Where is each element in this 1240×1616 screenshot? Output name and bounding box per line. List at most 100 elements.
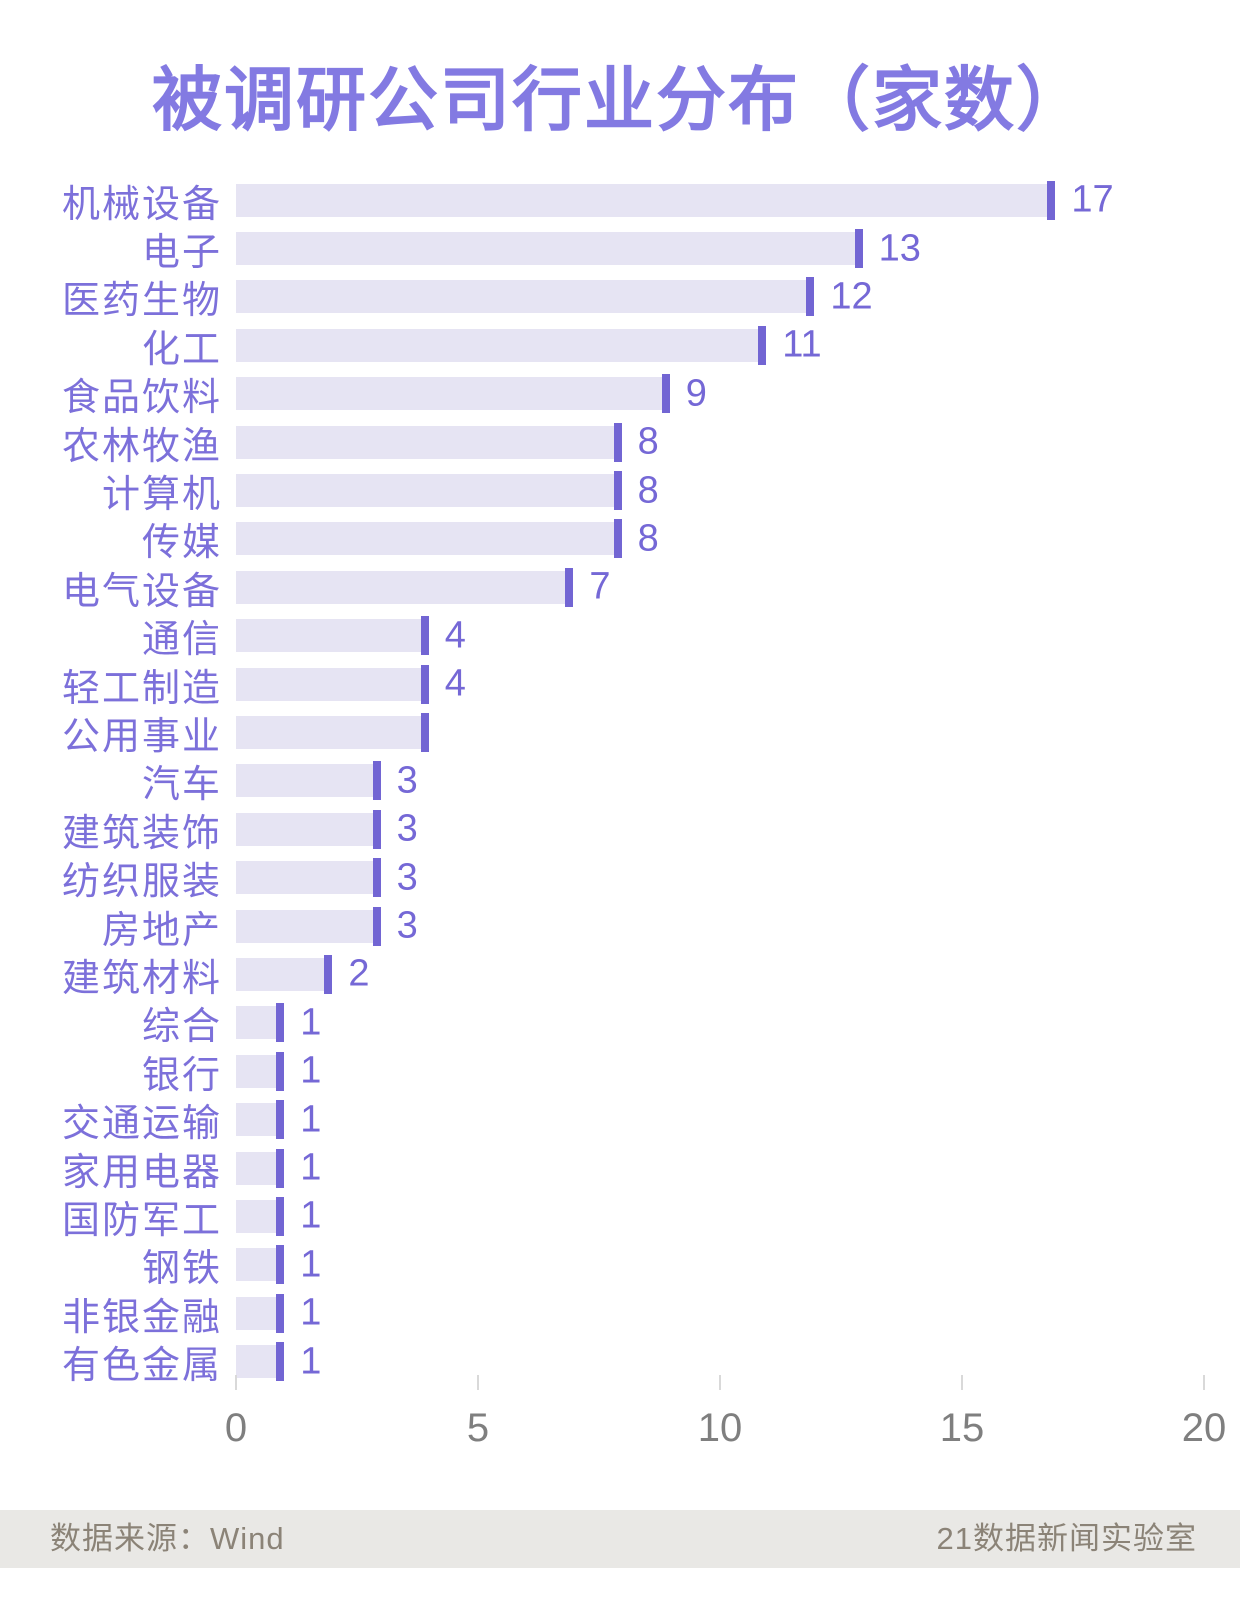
x-axis-tick-label: 10: [697, 1406, 743, 1450]
bar-track: 4: [236, 663, 1240, 705]
bar-track: 1: [236, 1147, 1240, 1189]
bar-end-marker: [276, 1293, 285, 1333]
chart-row: 家用电器 1: [0, 1144, 1240, 1194]
category-label: 化工: [141, 328, 222, 371]
bar-end-marker: [276, 1051, 285, 1091]
category-label: 房地产: [101, 909, 222, 952]
value-label: 7: [589, 565, 611, 608]
category-label: 汽车: [141, 764, 222, 807]
category-label: 银行: [141, 1054, 222, 1097]
bar-track: 8: [236, 421, 1240, 463]
bar-track: 4: [236, 614, 1240, 656]
category-label: 电子: [141, 232, 222, 275]
bar-track: 1: [236, 1050, 1240, 1092]
bar-end-marker: [276, 1245, 285, 1285]
value-label: 8: [637, 420, 659, 463]
bar: [236, 471, 622, 511]
value-label: 3: [396, 904, 418, 947]
category-label: 电气设备: [61, 570, 222, 613]
chart-row: 农林牧渔 8: [0, 418, 1240, 468]
footer-bar: 数据来源：Wind 21数据新闻实验室: [0, 1510, 1240, 1568]
value-label: 1: [300, 1243, 322, 1286]
value-label: 4: [444, 662, 466, 705]
chart-row: 轻工制造 4: [0, 660, 1240, 710]
chart-title: 被调研公司行业分布（家数）: [152, 61, 1088, 139]
bar-track: 3: [236, 905, 1240, 947]
chart-row: 银行 1: [0, 1047, 1240, 1097]
chart-row: 食品饮料 9: [0, 370, 1240, 419]
category-label: 食品饮料: [61, 377, 222, 420]
category-label: 国防军工: [61, 1199, 222, 1242]
category-label: 轻工制造: [61, 667, 222, 710]
x-axis-tick-label: 5: [466, 1406, 490, 1450]
x-axis-tick-label: 0: [224, 1406, 248, 1450]
bar: [236, 325, 767, 365]
chart-row: 综合 1: [0, 999, 1240, 1048]
bar: [236, 1148, 285, 1188]
bar: [236, 664, 429, 704]
bar-end-marker: [420, 712, 429, 752]
bar: [236, 906, 381, 946]
category-label: 计算机: [101, 474, 222, 517]
bar-end-marker: [276, 1003, 285, 1043]
bar-track: 1: [236, 1292, 1240, 1334]
value-label: 3: [396, 807, 418, 850]
chart-row: 电气设备 7: [0, 563, 1240, 613]
bar-track: 3: [236, 808, 1240, 850]
category-label: 纺织服装: [61, 861, 222, 904]
value-label: 1: [300, 1146, 322, 1189]
bar-end-marker: [324, 954, 333, 994]
category-label: 建筑装饰: [61, 812, 222, 855]
category-label: 非银金融: [61, 1296, 222, 1339]
bar-end-marker: [372, 906, 381, 946]
chart-row: 建筑装饰 3: [0, 805, 1240, 855]
bar: [236, 422, 622, 462]
chart-row: 传媒 8: [0, 515, 1240, 564]
bar: [236, 229, 863, 269]
value-label: 3: [396, 856, 418, 899]
value-label: 17: [1071, 178, 1114, 221]
bar-end-marker: [276, 1148, 285, 1188]
category-label: 传媒: [141, 522, 222, 565]
value-label: 1: [300, 1340, 322, 1383]
category-label: 医药生物: [61, 280, 222, 323]
value-label: 8: [637, 517, 659, 560]
bar-track: 2: [236, 953, 1240, 995]
chart-row: 通信 4: [0, 612, 1240, 661]
value-label: 11: [782, 323, 822, 366]
bar-end-marker: [276, 1342, 285, 1382]
chart-row: 房地产 3: [0, 902, 1240, 952]
chart-row: 汽车 3: [0, 757, 1240, 806]
value-label: 1: [300, 1098, 322, 1141]
bar-end-marker: [613, 471, 622, 511]
value-label: 2: [348, 952, 370, 995]
category-label: 家用电器: [61, 1151, 222, 1194]
value-label: 1: [300, 1194, 322, 1237]
bar-track: 8: [236, 469, 1240, 511]
bar: [236, 180, 1056, 220]
chart-row: 交通运输 1: [0, 1095, 1240, 1145]
bar: [236, 277, 815, 317]
bar: [236, 1342, 285, 1382]
bar-end-marker: [1047, 180, 1056, 220]
chart-row: 钢铁 1: [0, 1241, 1240, 1290]
bar-track: 13: [236, 227, 1240, 269]
bar: [236, 761, 381, 801]
bar-end-marker: [613, 422, 622, 462]
chart-row: 电子 13: [0, 224, 1240, 274]
bar-track: 1: [236, 1195, 1240, 1237]
chart-row: 医药生物 12: [0, 273, 1240, 322]
bar: [236, 712, 429, 752]
chart-row: 计算机 8: [0, 466, 1240, 516]
bar-track: 11: [236, 324, 1240, 366]
bar: [236, 858, 381, 898]
bar: [236, 954, 333, 994]
chart-row: 非银金融 1: [0, 1289, 1240, 1339]
value-label: 1: [300, 1291, 322, 1334]
bar-track: 17: [236, 179, 1240, 221]
bar-end-marker: [420, 616, 429, 656]
category-label: 钢铁: [141, 1248, 222, 1291]
x-axis-tick-label: 20: [1181, 1406, 1227, 1450]
bar: [236, 1003, 285, 1043]
